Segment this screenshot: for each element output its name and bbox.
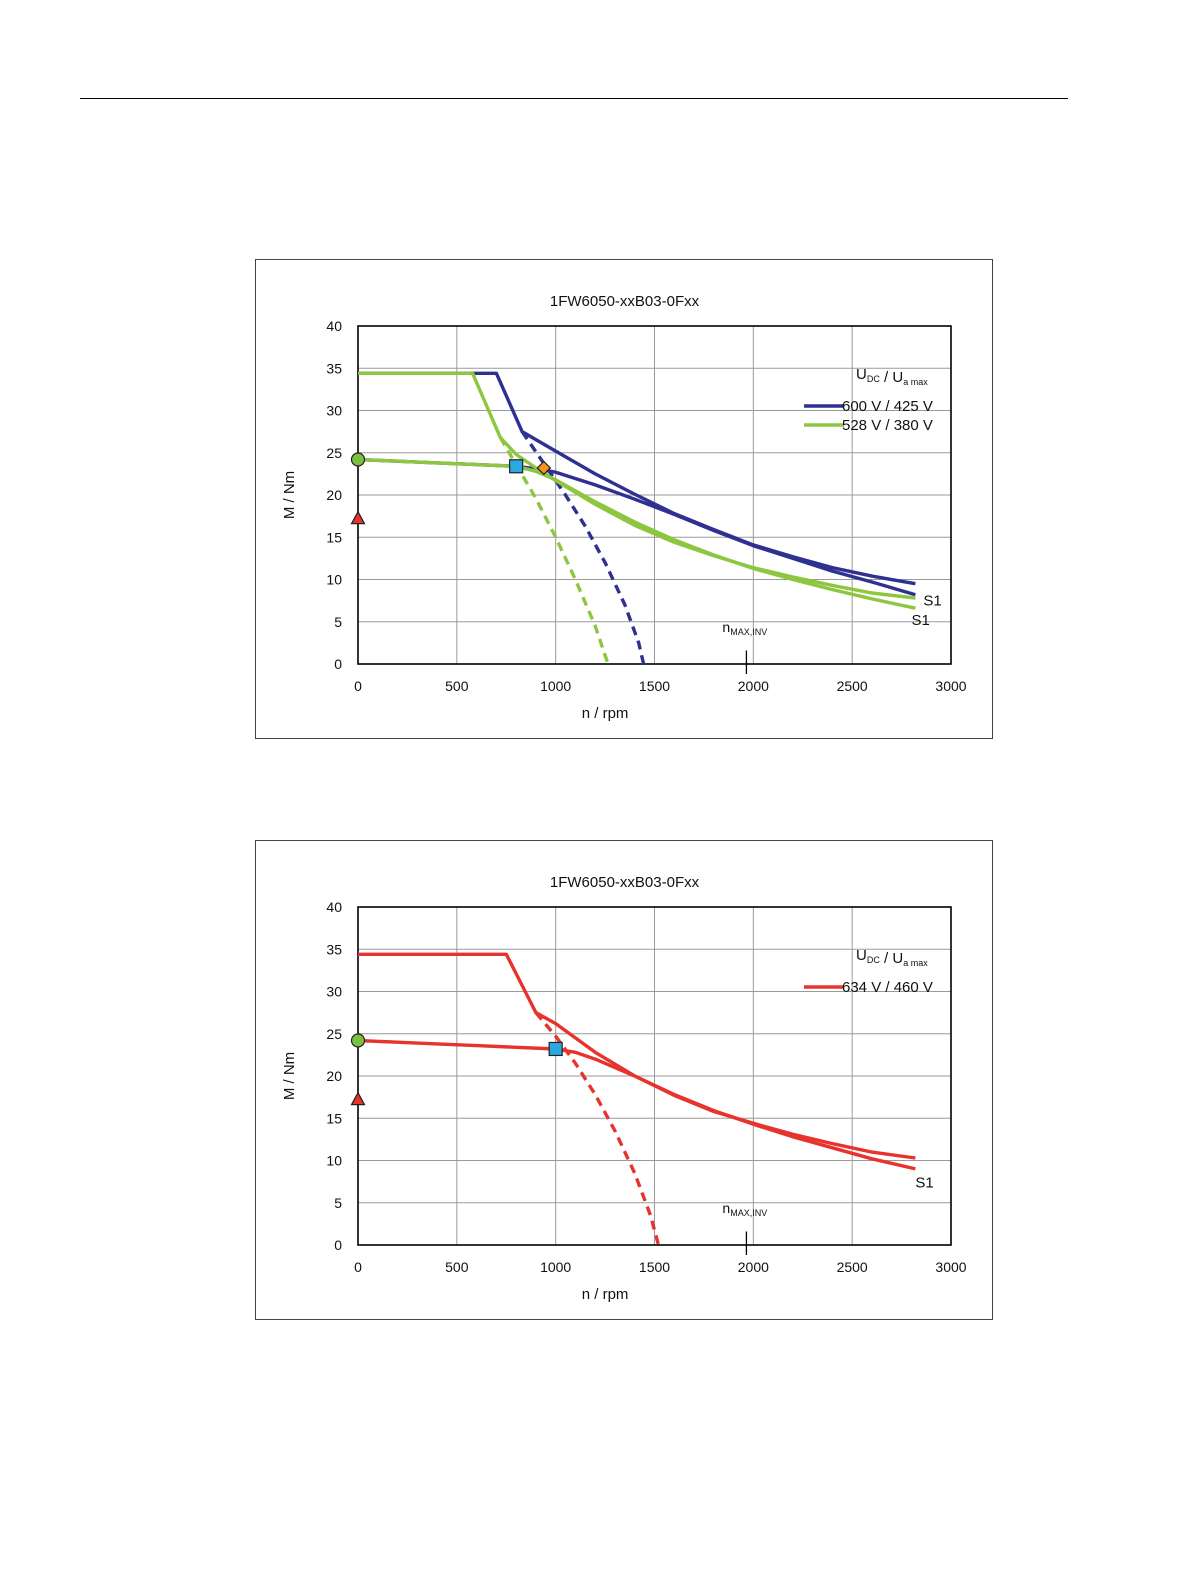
y-tick-label: 20 — [326, 487, 342, 503]
y-tick-label: 15 — [326, 529, 342, 545]
plot-frame — [357, 325, 952, 665]
y-tick-label: 10 — [326, 1153, 342, 1169]
x-tick-label: 1500 — [639, 678, 670, 694]
y-tick-label: 10 — [326, 572, 342, 588]
series-line-green-3 — [358, 371, 916, 600]
x-tick-label: 1000 — [540, 1259, 571, 1275]
chart-title: 1FW6050-xxB03-0Fxx — [550, 293, 700, 310]
x-axis-label: n / rpm — [582, 705, 629, 722]
nmax-label: nMAX,INV — [722, 619, 767, 637]
y-tick-label: 30 — [326, 984, 342, 1000]
x-tick-label: 1500 — [639, 1259, 670, 1275]
torque-speed-chart-2: 1FW6050-xxB03-0Fxx 0 500 1000 1500 2000 2500 30… — [255, 840, 993, 1320]
marker-triangle — [350, 1091, 366, 1106]
y-axis-label: M / Nm — [281, 471, 298, 519]
x-tick-label: 3000 — [935, 1259, 966, 1275]
grid-lines — [357, 325, 952, 665]
x-tick-label: 2500 — [837, 1259, 868, 1275]
y-tick-label: 0 — [334, 1237, 342, 1253]
chart-title: 1FW6050-xxB03-0Fxx — [550, 874, 700, 891]
series-line-red-2 — [534, 1011, 661, 1246]
marker-circle — [350, 1033, 366, 1048]
y-tick-label: 5 — [334, 614, 342, 630]
x-tick-label: 3000 — [935, 678, 966, 694]
y-tick-label: 0 — [334, 656, 342, 672]
y-tick-label: 20 — [326, 1068, 342, 1084]
x-tick-label: 500 — [445, 1259, 469, 1275]
chart-1-svg: 1FW6050-xxB03-0Fxx 0 500 1000 1500 2000 2500 30… — [281, 293, 967, 722]
plot-frame — [357, 906, 952, 1246]
y-tick-label: 15 — [326, 1110, 342, 1126]
x-tick-label: 0 — [354, 1259, 362, 1275]
x-tick-label: 2000 — [738, 678, 769, 694]
marker-square — [548, 1041, 563, 1057]
series-line-red-1 — [357, 1038, 916, 1171]
y-tick-label: 40 — [326, 899, 342, 915]
legend-entry: 528 V / 380 V — [842, 417, 933, 434]
marker-triangle — [350, 510, 366, 525]
x-tick-label: 0 — [354, 678, 362, 694]
y-tick-label: 25 — [326, 1026, 342, 1042]
x-tick-label: 1000 — [540, 678, 571, 694]
legend-entry: 634 V / 460 V — [842, 979, 933, 996]
legend-title: UDC / Ua max — [856, 366, 928, 387]
x-tick-label: 2500 — [837, 678, 868, 694]
marker-diamond — [536, 460, 552, 476]
x-axis-label: n / rpm — [582, 1286, 629, 1303]
y-tick-label: 30 — [326, 403, 342, 419]
torque-speed-chart-1: 1FW6050-xxB03-0Fxx 0 500 1000 1500 2000 2500 30… — [255, 259, 993, 739]
legend-entry: 600 V / 425 V — [842, 398, 933, 415]
y-tick-label: 35 — [326, 360, 342, 376]
y-tick-label: 35 — [326, 941, 342, 957]
marker-circle — [350, 452, 366, 467]
s1-label: S1 — [911, 612, 929, 629]
page-header-rule — [80, 98, 1068, 99]
y-tick-label: 40 — [326, 318, 342, 334]
y-tick-label: 25 — [326, 445, 342, 461]
chart-2-svg: 1FW6050-xxB03-0Fxx 0 500 1000 1500 2000 2500 30… — [281, 874, 967, 1303]
y-tick-label: 5 — [334, 1195, 342, 1211]
legend-title: UDC / Ua max — [856, 947, 928, 968]
nmax-label: nMAX,INV — [722, 1200, 767, 1218]
x-tick-label: 2000 — [738, 1259, 769, 1275]
series-line-blue-2 — [520, 430, 646, 665]
s1-label: S1 — [915, 1174, 933, 1191]
marker-square — [509, 459, 524, 474]
series-line-green-4 — [357, 457, 916, 610]
s1-label: S1 — [923, 593, 941, 610]
series-line-red-0 — [358, 952, 916, 1160]
y-axis-label: M / Nm — [281, 1052, 298, 1100]
x-tick-label: 500 — [445, 678, 469, 694]
